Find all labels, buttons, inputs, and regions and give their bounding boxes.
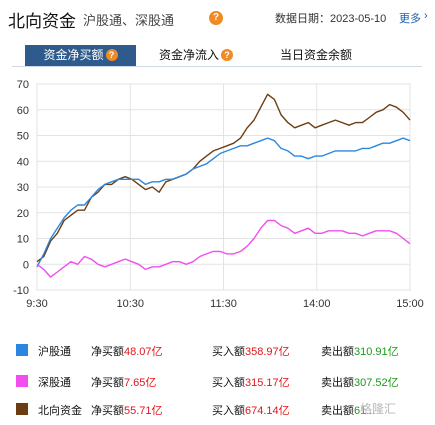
y-tick-label: 10 [17, 234, 29, 246]
tab-net-inflow-label: 资金净流入 [159, 48, 220, 62]
x-tick-label: 15:00 [396, 298, 424, 310]
net-buy: 净买额48.07亿 [91, 343, 163, 359]
tabs-divider [12, 66, 422, 67]
net-buy: 净买额55.71亿 [91, 402, 163, 418]
sell-amount: 卖出额61... [321, 402, 375, 418]
net-buy-value: 7.65亿 [124, 377, 157, 389]
page-subtitle: 沪股通、深股通 [83, 13, 175, 28]
sell-amount: 卖出额307.52亿 [321, 374, 399, 390]
buy-label: 买入额 [212, 405, 245, 417]
sell-value: 307.52亿 [354, 377, 399, 389]
tab-net-buy-label: 资金净买额 [43, 48, 104, 62]
y-tick-label: 70 [17, 79, 29, 91]
help-icon[interactable]: ? [105, 49, 118, 61]
legend-name: 沪股通 [38, 346, 71, 358]
sell-label: 卖出额 [321, 346, 354, 358]
series-line [36, 219, 411, 278]
x-tick-label: 9:30 [26, 298, 47, 310]
legend-swatch [16, 403, 28, 415]
buy-value: 315.17亿 [245, 377, 290, 389]
header: 北向资金 沪股通、深股通 ? 数据日期：2023-05-10 更多 › [0, 0, 435, 36]
data-date: 数据日期：2023-05-10 [275, 13, 387, 25]
buy-label: 买入额 [212, 377, 245, 389]
sell-value: 61... [354, 405, 376, 417]
legend-swatch [16, 344, 28, 356]
legend-row-north: 北向资金 净买额55.71亿 买入额674.14亿 卖出额61... [0, 399, 435, 419]
legend-row-sz: 深股通 净买额7.65亿 买入额315.17亿 卖出额307.52亿 [0, 371, 435, 391]
legend-name: 北向资金 [38, 405, 82, 417]
legend-row-sh: 沪股通 净买额48.07亿 买入额358.97亿 卖出额310.91亿 [0, 340, 435, 360]
y-tick-label: 50 [17, 131, 29, 143]
help-icon[interactable]: ? [209, 11, 223, 25]
help-icon[interactable]: ? [221, 49, 234, 61]
more-link[interactable]: 更多 [399, 13, 421, 25]
y-tick-label: 20 [17, 208, 29, 220]
legend-name: 深股通 [38, 377, 71, 389]
net-buy-label: 净买额 [91, 346, 124, 358]
watermark-logo: 格隆汇 [360, 402, 397, 416]
chevron-right-icon[interactable]: › [424, 10, 428, 22]
x-tick-label: 11:30 [210, 298, 237, 310]
series-line [36, 93, 411, 263]
x-tick-label: 14:00 [303, 298, 331, 310]
tab-net-buy[interactable]: 资金净买额? [25, 45, 136, 66]
tab-daily-balance-label: 当日资金余额 [280, 48, 353, 62]
net-buy-value: 55.71亿 [124, 405, 163, 417]
y-tick-label: 40 [17, 156, 29, 168]
tab-daily-balance[interactable]: 当日资金余额 [280, 45, 352, 66]
sell-label: 卖出额 [321, 377, 354, 389]
buy-value: 674.14亿 [245, 405, 290, 417]
tab-net-inflow[interactable]: 资金净流入? [159, 45, 234, 66]
y-tick-label: -10 [13, 285, 29, 297]
net-buy-value: 48.07亿 [124, 346, 163, 358]
buy-amount: 买入额674.14亿 [212, 402, 290, 418]
x-tick-label: 10:30 [116, 298, 144, 310]
buy-amount: 买入额358.97亿 [212, 343, 290, 359]
line-chart: -10 0 10 20 30 40 50 60 70 9:30 10:30 11:30 14:00 15:… [13, 79, 424, 310]
sell-value: 310.91亿 [354, 346, 399, 358]
buy-amount: 买入额315.17亿 [212, 374, 290, 390]
y-tick-label: 60 [17, 105, 29, 117]
buy-value: 358.97亿 [245, 346, 290, 358]
series-line [36, 137, 411, 268]
y-tick-label: 0 [23, 259, 29, 271]
net-buy-label: 净买额 [91, 405, 124, 417]
page-title: 北向资金 [8, 12, 76, 31]
buy-label: 买入额 [212, 346, 245, 358]
sell-amount: 卖出额310.91亿 [321, 343, 399, 359]
sell-label: 卖出额 [321, 405, 354, 417]
net-buy-label: 净买额 [91, 377, 124, 389]
legend-swatch [16, 375, 28, 387]
net-buy: 净买额7.65亿 [91, 374, 156, 390]
y-tick-label: 30 [17, 182, 29, 194]
